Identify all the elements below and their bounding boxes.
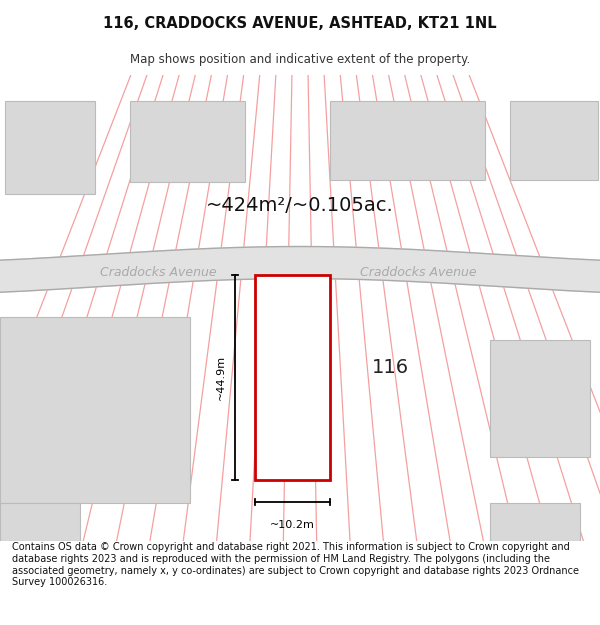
Bar: [510, 101, 598, 180]
Bar: [130, 101, 245, 182]
Text: Map shows position and indicative extent of the property.: Map shows position and indicative extent…: [130, 52, 470, 66]
Text: Contains OS data © Crown copyright and database right 2021. This information is : Contains OS data © Crown copyright and d…: [12, 542, 579, 588]
Bar: [330, 101, 485, 180]
Bar: [490, 341, 590, 457]
Bar: [0, 317, 190, 503]
Text: Craddocks Avenue: Craddocks Avenue: [100, 266, 217, 279]
Text: ~44.9m: ~44.9m: [216, 355, 226, 400]
Text: ~10.2m: ~10.2m: [270, 520, 315, 530]
Text: ~424m²/~0.105ac.: ~424m²/~0.105ac.: [206, 196, 394, 215]
Text: Craddocks Avenue: Craddocks Avenue: [360, 266, 476, 279]
Text: 116, CRADDOCKS AVENUE, ASHTEAD, KT21 1NL: 116, CRADDOCKS AVENUE, ASHTEAD, KT21 1NL: [103, 16, 497, 31]
Bar: [490, 503, 580, 541]
Bar: [5, 101, 95, 194]
Bar: [0, 503, 80, 541]
Bar: [255, 275, 330, 480]
Text: 116: 116: [371, 358, 409, 377]
